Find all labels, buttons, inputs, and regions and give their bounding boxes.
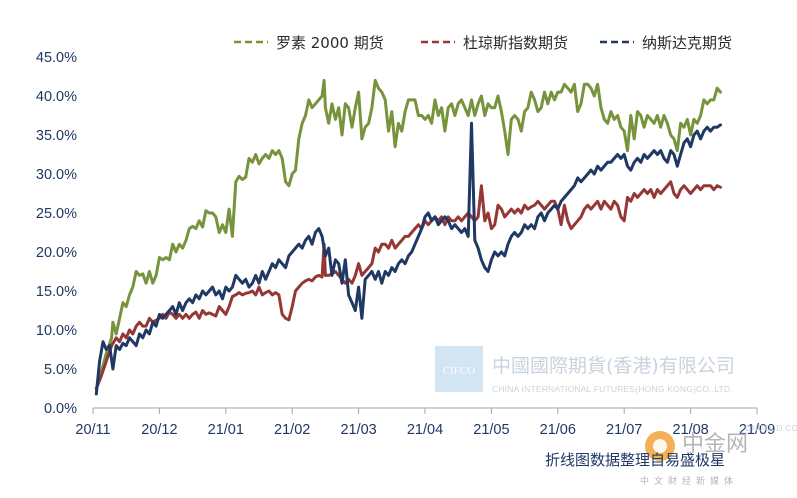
y-tick-label: 0.0% [44,401,77,417]
brand-watermark: 中金网 CNGOLD.COM.CN 中文财经新媒体 [640,423,797,487]
y-tick-label: 25.0% [36,206,77,222]
cifco-logo-text: CIFCO [443,365,475,377]
y-tick-label: 5.0% [44,362,77,378]
y-tick-label: 45.0% [36,50,77,66]
y-tick-label: 35.0% [36,128,77,144]
brand-domain: CNGOLD.COM.CN [745,423,797,433]
brand-tagline: 中文财经新媒体 [640,475,738,487]
y-tick-label: 15.0% [36,284,77,300]
cifco-logo-icon [435,346,483,392]
x-tick-label: 21/08 [672,422,708,438]
cngold-logo-inner [653,439,667,453]
x-tick-label: 21/05 [473,422,509,438]
chart-legend: 罗素 2000 期货 杜琼斯指数期货 纳斯达克期货 [234,34,732,52]
chart-caption: 折线图数据整理自易盛极星 [545,451,725,469]
legend-label-0: 罗素 2000 期货 [276,34,384,52]
legend-label-2: 纳斯达克期货 [642,34,732,52]
brand-name: 中金网 [682,432,748,457]
y-tick-label: 40.0% [36,89,77,105]
series-line-1 [94,180,722,390]
company-watermark: CIFCO 中國國際期貨(香港)有限公司 CHINA INTERNATIONAL… [435,346,735,394]
x-tick-label: 21/07 [606,422,642,438]
chart-series [94,78,722,396]
x-tick-label: 21/03 [340,422,376,438]
x-tick-label: 20/12 [141,422,177,438]
y-axis: 0.0% 5.0% 10.0% 15.0% 20.0% 25.0% 30.0% 35.0% 40… [36,50,77,417]
legend-label-1: 杜琼斯指数期货 [463,34,568,52]
series-line-0 [94,78,722,390]
x-tick-label: 21/04 [407,422,443,438]
x-tick-label: 21/09 [739,422,775,438]
y-tick-label: 20.0% [36,245,77,261]
x-tick-label: 21/01 [208,422,244,438]
series-line-2 [94,121,722,396]
y-tick-label: 30.0% [36,167,77,183]
watermark-company-cn: 中國國際期貨(香港)有限公司 [492,355,735,377]
x-axis: 20/11 20/12 21/01 21/02 21/03 21/04 21/05 21/06… [75,407,775,438]
x-tick-label: 21/06 [540,422,576,438]
y-tick-label: 10.0% [36,323,77,339]
x-tick-label: 20/11 [75,422,110,438]
x-tick-label: 21/02 [274,422,310,438]
watermark-company-en: CHINA INTERNATIONAL FUTURES(HONG KONG)CO… [492,384,733,394]
